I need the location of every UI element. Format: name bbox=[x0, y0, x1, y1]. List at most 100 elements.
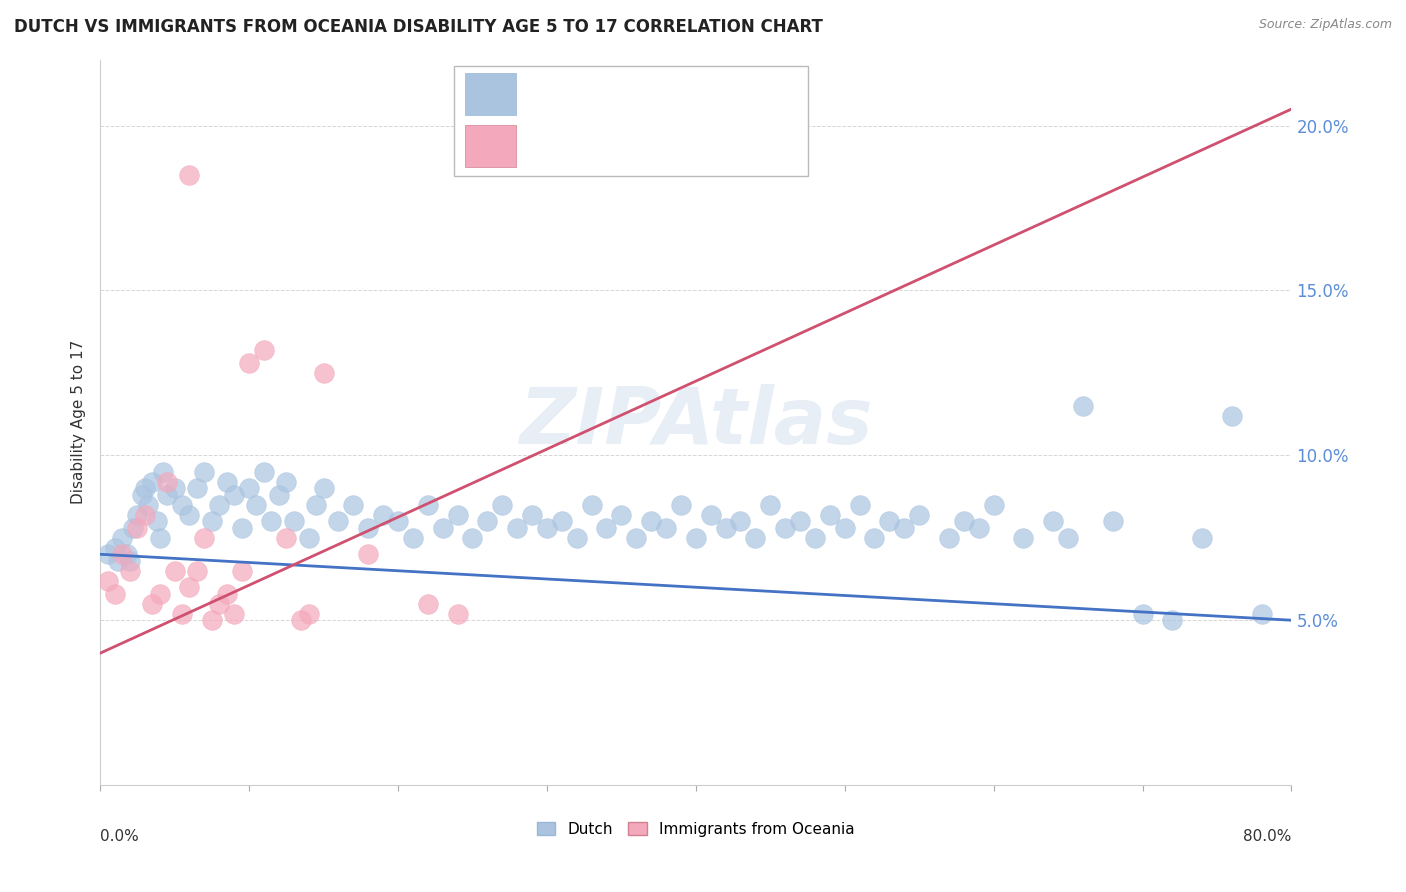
Point bbox=[983, 498, 1005, 512]
Point bbox=[371, 508, 394, 522]
Point bbox=[170, 607, 193, 621]
Point bbox=[193, 465, 215, 479]
Point bbox=[1042, 514, 1064, 528]
Point bbox=[387, 514, 409, 528]
Point bbox=[640, 514, 662, 528]
Point bbox=[97, 547, 120, 561]
Point bbox=[111, 547, 134, 561]
Point bbox=[290, 613, 312, 627]
Point bbox=[1057, 531, 1080, 545]
Text: ZIPAtlas: ZIPAtlas bbox=[519, 384, 873, 460]
Legend: Dutch, Immigrants from Oceania: Dutch, Immigrants from Oceania bbox=[531, 815, 860, 843]
Point bbox=[669, 498, 692, 512]
Point bbox=[156, 475, 179, 489]
FancyBboxPatch shape bbox=[464, 125, 516, 167]
Point bbox=[97, 574, 120, 588]
Point bbox=[245, 498, 267, 512]
Point bbox=[848, 498, 870, 512]
Point bbox=[305, 498, 328, 512]
Point bbox=[136, 498, 159, 512]
Point bbox=[149, 587, 172, 601]
Point bbox=[141, 475, 163, 489]
Text: 0.0%: 0.0% bbox=[100, 829, 139, 844]
Text: R = -0.132: R = -0.132 bbox=[530, 85, 628, 103]
Point bbox=[179, 168, 201, 182]
Point bbox=[127, 521, 149, 535]
Point bbox=[506, 521, 529, 535]
Point bbox=[163, 564, 186, 578]
Point bbox=[595, 521, 617, 535]
Point bbox=[834, 521, 856, 535]
Point bbox=[655, 521, 678, 535]
Point bbox=[461, 531, 484, 545]
Point bbox=[238, 356, 260, 370]
Point bbox=[111, 531, 134, 545]
Point bbox=[357, 521, 380, 535]
Point bbox=[804, 531, 827, 545]
Point bbox=[253, 465, 276, 479]
Point bbox=[170, 498, 193, 512]
Point bbox=[818, 508, 841, 522]
Point bbox=[626, 531, 648, 545]
Text: R =  0.615: R = 0.615 bbox=[530, 137, 627, 155]
Point bbox=[685, 531, 707, 545]
Point bbox=[253, 343, 276, 357]
Point bbox=[477, 514, 499, 528]
Point bbox=[610, 508, 633, 522]
Point bbox=[879, 514, 901, 528]
Point bbox=[283, 514, 305, 528]
Point bbox=[267, 488, 290, 502]
Point bbox=[432, 521, 454, 535]
Point bbox=[357, 547, 380, 561]
Point bbox=[536, 521, 558, 535]
Point bbox=[231, 564, 253, 578]
Point bbox=[104, 541, 127, 555]
Point bbox=[581, 498, 603, 512]
Text: Source: ZipAtlas.com: Source: ZipAtlas.com bbox=[1258, 18, 1392, 31]
Point bbox=[141, 597, 163, 611]
Point bbox=[134, 481, 156, 495]
Point bbox=[107, 554, 129, 568]
Point bbox=[773, 521, 796, 535]
Point bbox=[276, 531, 298, 545]
Point bbox=[967, 521, 990, 535]
Point bbox=[193, 531, 215, 545]
Y-axis label: Disability Age 5 to 17: Disability Age 5 to 17 bbox=[72, 340, 86, 505]
Point bbox=[179, 580, 201, 594]
Point bbox=[127, 508, 149, 522]
Point bbox=[208, 498, 231, 512]
Point bbox=[863, 531, 886, 545]
FancyBboxPatch shape bbox=[454, 66, 808, 176]
Point bbox=[416, 597, 439, 611]
Point bbox=[1250, 607, 1272, 621]
Point bbox=[163, 481, 186, 495]
Point bbox=[215, 475, 238, 489]
Point bbox=[893, 521, 915, 535]
Point bbox=[152, 465, 174, 479]
Point bbox=[238, 481, 260, 495]
Point bbox=[179, 508, 201, 522]
Point bbox=[186, 564, 208, 578]
Point bbox=[714, 521, 737, 535]
Point bbox=[208, 597, 231, 611]
Point bbox=[312, 481, 335, 495]
Point bbox=[276, 475, 298, 489]
Point bbox=[312, 366, 335, 380]
Point bbox=[402, 531, 425, 545]
Point bbox=[1161, 613, 1184, 627]
Point bbox=[104, 587, 127, 601]
Point bbox=[1101, 514, 1123, 528]
Point bbox=[260, 514, 283, 528]
Point bbox=[156, 488, 179, 502]
Point bbox=[215, 587, 238, 601]
Point bbox=[328, 514, 350, 528]
Point bbox=[1071, 399, 1094, 413]
Point bbox=[224, 607, 246, 621]
Point bbox=[551, 514, 574, 528]
Point bbox=[342, 498, 364, 512]
Point bbox=[231, 521, 253, 535]
Point bbox=[953, 514, 976, 528]
Point bbox=[1191, 531, 1213, 545]
Point bbox=[730, 514, 752, 528]
Text: DUTCH VS IMMIGRANTS FROM OCEANIA DISABILITY AGE 5 TO 17 CORRELATION CHART: DUTCH VS IMMIGRANTS FROM OCEANIA DISABIL… bbox=[14, 18, 823, 36]
